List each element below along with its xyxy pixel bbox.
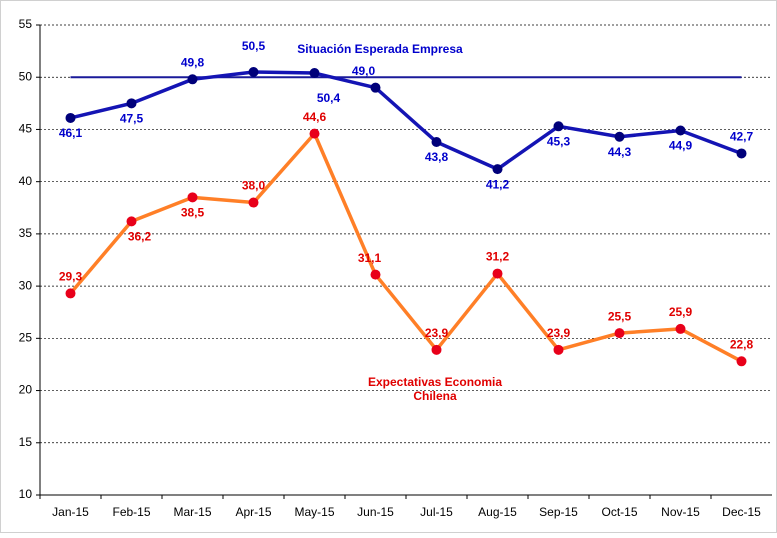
data-label: 36,2 bbox=[128, 230, 152, 244]
y-tick-label: 30 bbox=[19, 278, 33, 292]
y-tick-label: 20 bbox=[19, 383, 33, 397]
data-label: 38,0 bbox=[242, 179, 266, 193]
data-label: 42,7 bbox=[730, 130, 754, 144]
x-tick-label: Feb-15 bbox=[112, 505, 150, 519]
data-point bbox=[126, 216, 137, 227]
data-point bbox=[614, 328, 625, 339]
y-tick-label: 40 bbox=[19, 174, 33, 188]
data-label: 23,9 bbox=[425, 326, 449, 340]
y-tick-label: 45 bbox=[19, 122, 33, 136]
series-line bbox=[70, 70, 743, 171]
data-label: 25,5 bbox=[608, 309, 632, 323]
data-label: 49,8 bbox=[181, 55, 205, 69]
data-point bbox=[65, 288, 76, 299]
data-point bbox=[65, 112, 76, 123]
y-tick-label: 25 bbox=[19, 331, 33, 345]
data-label: 50,4 bbox=[317, 91, 341, 105]
x-tick-label: May-15 bbox=[294, 505, 334, 519]
x-tick-label: Oct-15 bbox=[601, 505, 637, 519]
data-label: 25,9 bbox=[669, 305, 693, 319]
data-point bbox=[492, 268, 503, 279]
data-label: 29,3 bbox=[59, 270, 83, 284]
data-label: 38,5 bbox=[181, 206, 205, 220]
data-point bbox=[553, 344, 564, 355]
data-label: 22,8 bbox=[730, 337, 754, 351]
data-point bbox=[736, 356, 747, 367]
data-point bbox=[126, 98, 137, 109]
data-label: 31,1 bbox=[358, 251, 382, 265]
x-tick-label: Dec-15 bbox=[722, 505, 761, 519]
data-point bbox=[431, 136, 442, 147]
data-point bbox=[614, 131, 625, 142]
data-label: 31,2 bbox=[486, 250, 510, 264]
data-label: 47,5 bbox=[120, 112, 144, 126]
data-point bbox=[187, 74, 198, 85]
data-point bbox=[248, 67, 259, 77]
data-point bbox=[248, 197, 259, 208]
data-point bbox=[309, 128, 320, 139]
y-tick-label: 10 bbox=[19, 487, 33, 501]
data-point bbox=[736, 148, 747, 159]
x-tick-label: Jan-15 bbox=[52, 505, 89, 519]
x-tick-label: Jul-15 bbox=[420, 505, 453, 519]
data-point bbox=[370, 82, 381, 93]
y-tick-label: 55 bbox=[19, 17, 33, 31]
series-line bbox=[69, 131, 743, 363]
data-label: 44,6 bbox=[303, 110, 327, 124]
data-label: 46,1 bbox=[59, 126, 83, 140]
x-tick-label: Nov-15 bbox=[661, 505, 700, 519]
data-label: 43,8 bbox=[425, 150, 449, 164]
x-tick-label: Jun-15 bbox=[357, 505, 394, 519]
data-point bbox=[187, 192, 198, 203]
y-tick-label: 50 bbox=[19, 69, 33, 83]
data-label: 44,9 bbox=[669, 139, 693, 153]
x-tick-label: Aug-15 bbox=[478, 505, 517, 519]
x-tick-label: Sep-15 bbox=[539, 505, 578, 519]
y-tick-label: 15 bbox=[19, 435, 33, 449]
data-label: 44,3 bbox=[608, 145, 632, 159]
data-label: 23,9 bbox=[547, 326, 571, 340]
x-tick-label: Apr-15 bbox=[235, 505, 271, 519]
data-point bbox=[553, 121, 564, 132]
data-point bbox=[675, 125, 686, 136]
data-point bbox=[675, 323, 686, 334]
data-point bbox=[431, 344, 442, 355]
data-label: 50,5 bbox=[242, 39, 266, 53]
y-tick-label: 35 bbox=[19, 226, 33, 240]
data-label: 49,0 bbox=[352, 64, 376, 78]
series-name: Expectativas Economia Chilena bbox=[367, 375, 503, 403]
data-label: 45,3 bbox=[547, 134, 571, 148]
data-point bbox=[309, 68, 320, 79]
data-label: 41,2 bbox=[486, 177, 510, 191]
data-point bbox=[370, 269, 381, 280]
x-tick-label: Mar-15 bbox=[173, 505, 211, 519]
data-point bbox=[492, 164, 503, 175]
series-name: Situación Esperada Empresa bbox=[297, 42, 463, 56]
